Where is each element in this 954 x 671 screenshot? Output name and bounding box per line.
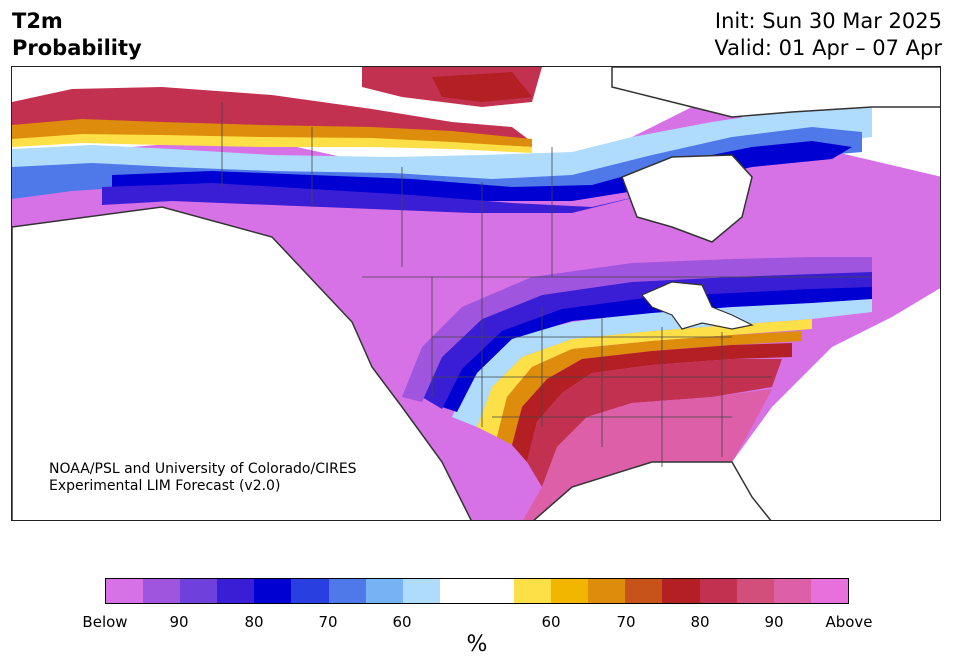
colorbar-tick-label: Below xyxy=(82,613,128,631)
colorbar-unit: % xyxy=(466,632,488,657)
colorbar-segment xyxy=(217,579,255,603)
southeast-rose xyxy=(527,359,782,487)
probability-map xyxy=(12,67,940,520)
us-cold-band-light xyxy=(452,297,872,427)
colorbar-segment xyxy=(588,579,626,603)
canada-cold-outer xyxy=(102,183,652,213)
southeast-red xyxy=(512,343,792,462)
colorbar-tick-label: 60 xyxy=(541,613,561,631)
colorbar xyxy=(105,578,849,604)
colorbar-segment xyxy=(476,579,515,603)
colorbar-tick-label: 60 xyxy=(392,613,412,631)
colorbar-segment xyxy=(143,579,181,603)
us-cold-band-core xyxy=(442,285,872,412)
colorbar-segment xyxy=(699,579,737,603)
colorbar-segment xyxy=(365,579,403,603)
credit-line-2: Experimental LIM Forecast (v2.0) xyxy=(49,478,281,494)
hudson-bay xyxy=(621,154,753,243)
credit-block: NOAA/PSL and University of Colorado/CIRE… xyxy=(49,461,357,495)
colorbar-segment xyxy=(328,579,366,603)
colorbar-segment xyxy=(551,579,589,603)
map-panel xyxy=(11,66,941,521)
variable-label: T2m xyxy=(12,9,63,33)
colorbar-tick-label: 80 xyxy=(690,613,710,631)
colorbar-segment xyxy=(291,579,329,603)
southeast-yellow xyxy=(477,319,812,437)
colorbar-segment xyxy=(773,579,811,603)
arctic-red-core xyxy=(432,72,532,102)
southeast-orange xyxy=(497,331,802,445)
forecast-dates: Init: Sun 30 Mar 2025 Valid: 01 Apr – 07… xyxy=(714,8,942,62)
colorbar-segment xyxy=(254,579,292,603)
product-label: Probability xyxy=(12,36,142,60)
colorbar-segment xyxy=(736,579,774,603)
gulf-of-mexico xyxy=(533,461,772,520)
us-cold-band-outer xyxy=(422,271,872,409)
political-borders xyxy=(221,102,872,467)
canada-cold-core xyxy=(112,141,852,201)
colorbar-tick-label: 70 xyxy=(318,613,338,631)
colorbar-tick-label: 70 xyxy=(616,613,636,631)
colorbar-segment xyxy=(662,579,700,603)
colorbar-segment xyxy=(625,579,663,603)
colorbar-segment xyxy=(402,579,440,603)
credit-line-1: NOAA/PSL and University of Colorado/CIRE… xyxy=(49,461,357,477)
colorbar-segment xyxy=(810,579,848,603)
southeast-pink xyxy=(523,389,772,520)
greenland xyxy=(611,67,940,118)
colorbar-tick-label: Above xyxy=(825,613,873,631)
colorbar-segment xyxy=(439,579,477,603)
init-date: Init: Sun 30 Mar 2025 xyxy=(714,9,942,33)
colorbar-segment xyxy=(514,579,552,603)
great-lakes xyxy=(641,281,754,330)
valid-range: Valid: 01 Apr – 07 Apr xyxy=(714,36,942,60)
chart-title: T2m Probability xyxy=(12,8,142,62)
colorbar-segment xyxy=(180,579,218,603)
pacific-ocean xyxy=(12,206,472,520)
warm-yellow-edge xyxy=(12,134,532,153)
colorbar-segment xyxy=(106,579,144,603)
us-cold-purple xyxy=(402,257,872,402)
colorbar-tick-label: 90 xyxy=(764,613,784,631)
colorbar-tick-label: 90 xyxy=(169,613,189,631)
canada-warm-band xyxy=(12,87,532,142)
colorbar-tick-label: 80 xyxy=(244,613,264,631)
